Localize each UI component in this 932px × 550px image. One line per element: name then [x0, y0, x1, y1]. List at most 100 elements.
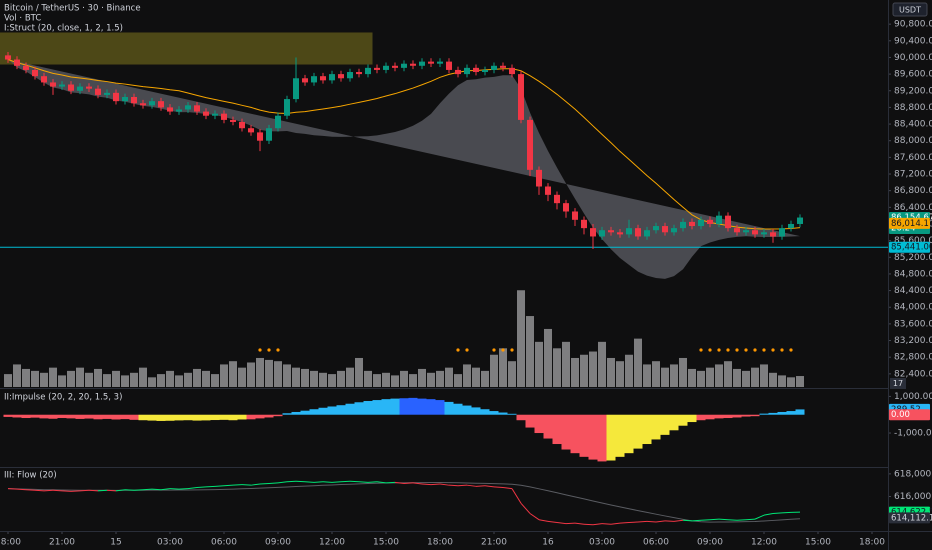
candle-body — [761, 232, 767, 235]
price-badge-label: 614,112.10 — [891, 513, 932, 523]
volume-bar — [571, 357, 579, 387]
impulse-bar — [615, 414, 625, 457]
impulse-bar — [183, 414, 193, 421]
y-tick-label: 90,400.00 — [894, 36, 932, 46]
candle-body — [671, 228, 677, 233]
volume-bar — [634, 338, 642, 387]
volume-bar — [580, 354, 588, 387]
volume-bar — [49, 367, 57, 387]
impulse-bar — [678, 414, 688, 426]
volume-bar — [130, 372, 138, 387]
candle-body — [383, 65, 389, 70]
impulse-bar — [561, 414, 571, 450]
impulse-bar — [201, 414, 211, 421]
candle-body — [41, 76, 47, 83]
volume-bar — [418, 368, 426, 387]
impulse-bar — [354, 402, 364, 415]
candle-body — [455, 69, 461, 75]
volume-bar — [175, 375, 183, 387]
flow-segment — [664, 520, 675, 522]
volume-bar — [562, 341, 570, 387]
y-tick-label: 83,600.00 — [894, 319, 932, 329]
indicator-legend: I:Struct (20, close, 1, 2, 1.5) — [4, 24, 123, 34]
y-tick-label: 85,600.00 — [894, 236, 932, 246]
candle-body — [140, 103, 146, 106]
x-tick-label: 16 — [542, 538, 554, 548]
flow-segment — [214, 485, 225, 487]
signal-dot — [735, 348, 739, 352]
candle-body — [410, 63, 416, 66]
volume-bar — [157, 374, 165, 387]
volume-bar — [283, 364, 291, 387]
flow-segment — [493, 486, 504, 488]
impulse-bar — [255, 414, 265, 419]
flow-segment — [196, 486, 207, 488]
candle-body — [374, 67, 380, 70]
moving-average — [7, 59, 801, 230]
signal-dot — [762, 348, 766, 352]
currency-button[interactable] — [892, 2, 928, 17]
impulse-bar — [264, 414, 274, 418]
flow-segment — [646, 520, 657, 523]
candle-body — [689, 221, 695, 227]
flow-segment — [592, 523, 603, 526]
volume-bar — [319, 372, 327, 387]
candle-body — [185, 105, 191, 110]
candle-body — [86, 86, 92, 89]
x-tick-label: 12:00 — [751, 538, 777, 548]
volume-bar — [679, 357, 687, 387]
candle-body — [248, 128, 254, 133]
y-tick-label: 83,200.00 — [894, 336, 932, 346]
impulse-bar — [390, 398, 400, 415]
impulse-bar — [669, 414, 679, 431]
impulse-bar — [291, 411, 301, 415]
flow-segment — [295, 480, 306, 483]
volatility-band — [8, 59, 800, 279]
volume-bar — [4, 374, 12, 387]
x-tick-label: 18:00 — [427, 538, 453, 548]
volume-bar — [706, 367, 714, 387]
flow-segment — [565, 522, 576, 525]
candle-body — [221, 113, 227, 120]
x-tick-label: 21:00 — [481, 538, 507, 548]
volume-bar — [490, 354, 498, 387]
candle-body — [536, 169, 542, 187]
currency-label[interactable]: USDT — [899, 6, 921, 15]
candle-body — [590, 228, 596, 237]
impulse-bar — [660, 414, 670, 435]
price-badge-label: 86,014.17 — [891, 219, 932, 229]
flow-segment — [223, 484, 234, 487]
candle-body — [563, 203, 569, 212]
signal-dot — [780, 348, 784, 352]
volume-bar — [787, 377, 795, 387]
x-tick-label: 06:00 — [643, 538, 669, 548]
candle-body — [500, 65, 506, 68]
candle-body — [5, 55, 11, 60]
volume-bar — [220, 364, 228, 387]
signal-dot — [771, 348, 775, 352]
flow-segment — [151, 488, 162, 491]
symbol-title: Bitcoin / TetherUS · 30 · Binance — [4, 4, 141, 14]
candle-body — [707, 219, 713, 224]
flow-segment — [97, 489, 108, 492]
volume-bar — [382, 372, 390, 387]
flow-segment — [709, 518, 720, 521]
volume-bar — [481, 370, 489, 387]
y-tick-label: 88,400.00 — [894, 120, 932, 130]
impulse-bar — [732, 414, 742, 418]
flow-segment — [736, 519, 747, 521]
impulse-bar — [498, 412, 508, 415]
impulse-legend: II:Impulse (20, 2, 20, 1.5, 3) — [4, 393, 122, 403]
volume-bar — [238, 367, 246, 387]
impulse-bar — [111, 414, 121, 420]
impulse-bar — [228, 414, 238, 421]
candle-body — [23, 65, 29, 70]
flow-segment — [772, 512, 783, 514]
y-tick-label: 86,800.00 — [894, 186, 932, 196]
y-tick-label: 85,200.00 — [894, 253, 932, 263]
candle-body — [509, 67, 515, 75]
candle-body — [581, 219, 587, 229]
signal-dot — [708, 348, 712, 352]
impulse-bar — [399, 398, 409, 415]
candle-body — [725, 215, 731, 229]
